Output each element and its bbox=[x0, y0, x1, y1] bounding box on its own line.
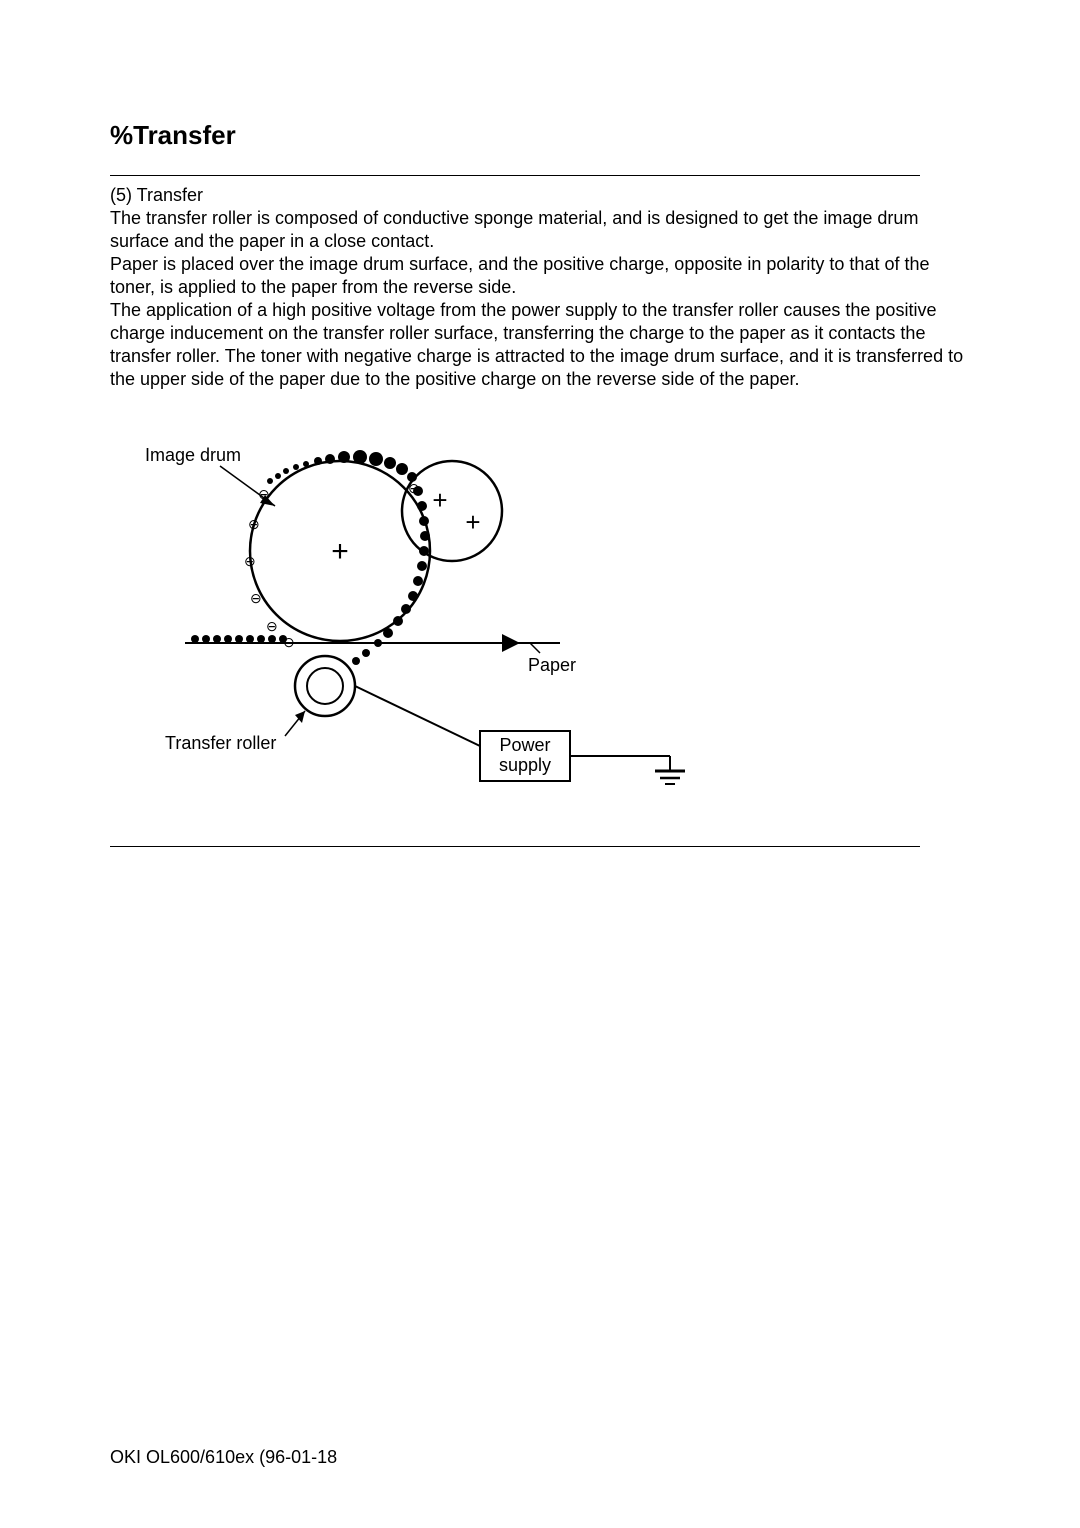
transfer-roller-outer bbox=[295, 656, 355, 716]
svg-text:⊖: ⊖ bbox=[266, 618, 278, 634]
paragraph-3: The application of a high positive volta… bbox=[110, 299, 970, 391]
upper-right-circle bbox=[402, 461, 502, 561]
transfer-diagram: + + + bbox=[110, 421, 970, 806]
diagram-svg: + + + bbox=[110, 421, 750, 801]
plus-ur2: + bbox=[465, 507, 480, 537]
svg-text:⊖: ⊖ bbox=[248, 516, 260, 532]
divider-bottom bbox=[110, 846, 920, 847]
transfer-roller-label: Transfer roller bbox=[165, 733, 276, 753]
plus-ur1: + bbox=[432, 485, 447, 515]
power-label: Power bbox=[499, 735, 550, 755]
body-content: (5) Transfer The transfer roller is comp… bbox=[110, 184, 970, 391]
supply-label: supply bbox=[499, 755, 551, 775]
paper-label: Paper bbox=[528, 655, 576, 675]
image-drum-label: Image drum bbox=[145, 445, 241, 465]
paragraph-2: Paper is placed over the image drum surf… bbox=[110, 253, 970, 299]
plus-drum: + bbox=[331, 535, 349, 568]
svg-text:⊖: ⊖ bbox=[250, 590, 262, 606]
svg-text:⊖: ⊖ bbox=[244, 553, 256, 569]
footer-text: OKI OL600/610ex (96-01-18 bbox=[110, 1447, 337, 1468]
paragraph-1: The transfer roller is composed of condu… bbox=[110, 207, 970, 253]
transfer-roller-inner bbox=[307, 668, 343, 704]
charge-marks-left: ⊖ ⊖ ⊖ ⊖ ⊖ ⊖ bbox=[244, 486, 295, 650]
divider-top bbox=[110, 175, 920, 176]
paper-arrowhead bbox=[502, 634, 520, 652]
toner-on-paper bbox=[191, 635, 287, 643]
charge-marks-right: ⊖ bbox=[408, 480, 420, 496]
page-title: %Transfer bbox=[110, 120, 970, 151]
svg-text:⊖: ⊖ bbox=[408, 480, 420, 496]
section-label: (5) Transfer bbox=[110, 184, 970, 207]
paper-leader bbox=[530, 643, 540, 653]
wire-to-supply bbox=[355, 686, 480, 746]
